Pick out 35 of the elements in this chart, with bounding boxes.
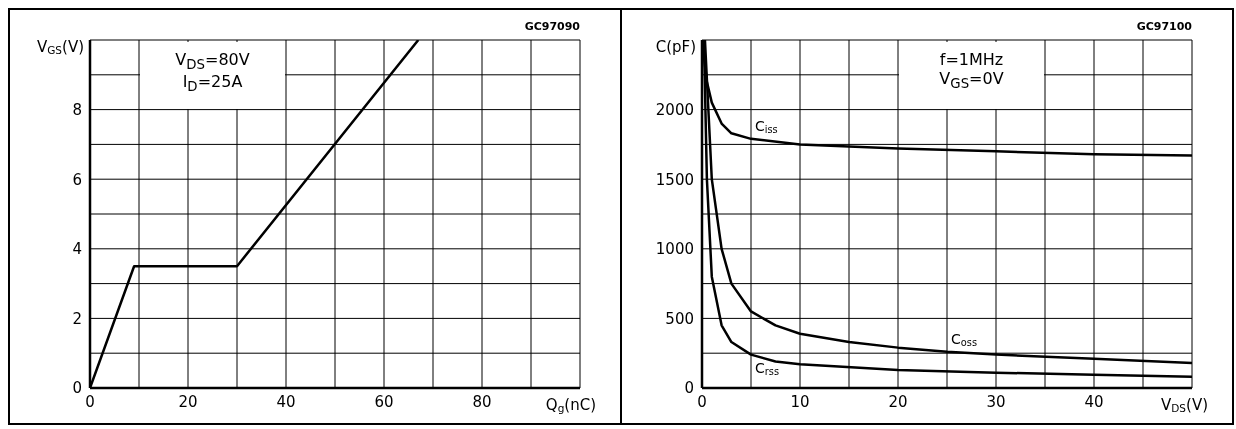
y-tick-label: 4 [72, 240, 82, 259]
annotation: V$_{DS}$=80V [174, 50, 251, 73]
x-tick-label: 60 [374, 392, 394, 411]
series-label: C$_{rss}$ [755, 359, 780, 377]
y-tick-label: 2000 [655, 100, 694, 119]
y-tick-label: 8 [72, 100, 82, 119]
x-axis-title: V$_{DS}$(V) [1161, 396, 1208, 415]
annotation: I$_{D}$=25A [181, 72, 244, 95]
y-tick-label: 6 [72, 170, 82, 189]
x-tick-label: 40 [1084, 392, 1104, 411]
figure-code: GC97100 [1136, 20, 1192, 33]
x-tick-label: 40 [276, 392, 296, 411]
figure-code: GC97090 [524, 20, 580, 33]
x-tick-label: 10 [790, 392, 810, 411]
annotation: V$_{GS}$=0V [938, 69, 1005, 92]
series-label: C$_{oss}$ [951, 330, 977, 348]
note-box: V$_{DS}$=80V I$_{D}$=25A [140, 42, 285, 109]
y-tick-label: 1000 [655, 240, 694, 259]
x-tick-label: 30 [986, 392, 1006, 411]
y-axis-title: C(pF) [655, 38, 696, 56]
x-axis-title: Q$_{g}$(nC) [545, 396, 596, 415]
annotation: f=1MHz [938, 50, 1005, 69]
x-tick-label: 20 [178, 392, 198, 411]
note-box: f=1MHz V$_{GS}$=0V [899, 42, 1044, 109]
y-tick-label: 500 [665, 309, 694, 328]
y-tick-label: 0 [684, 379, 694, 398]
y-tick-label: 2 [72, 309, 82, 328]
y-tick-label: 0 [72, 379, 82, 398]
series-label: C$_{iss}$ [755, 117, 778, 135]
x-tick-label: 0 [85, 392, 95, 411]
x-tick-label: 80 [472, 392, 492, 411]
x-tick-label: 20 [888, 392, 908, 411]
y-tick-label: 1500 [655, 170, 694, 189]
x-tick-label: 0 [697, 392, 707, 411]
y-axis-title: V$_{GS}$(V) [36, 38, 84, 57]
